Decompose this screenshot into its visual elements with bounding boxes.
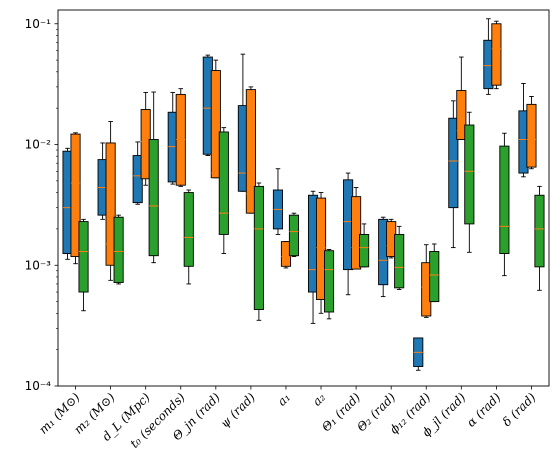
box-body: [351, 196, 362, 270]
box-2-0: [78, 218, 89, 312]
box-body: [78, 221, 89, 293]
x-tick-label: a₂: [310, 390, 328, 408]
box-2-13: [534, 185, 545, 291]
box-2-5: [253, 182, 264, 321]
box-body: [210, 70, 221, 179]
y-tick-label: 10⁻³: [25, 258, 52, 272]
box-1-7: [315, 192, 327, 314]
y-tick-label: 10⁻⁴: [25, 379, 52, 393]
box-2-12: [499, 132, 510, 277]
x-tick-label: a₁: [275, 390, 293, 408]
y-tick-label: 10⁻²: [25, 138, 52, 152]
x-tick-label: δ (rad): [500, 390, 539, 429]
box-1-13: [526, 96, 537, 170]
box-2-1: [113, 214, 124, 285]
box-2-9: [394, 225, 405, 290]
box-body: [253, 185, 264, 310]
box-body: [448, 117, 459, 209]
plot-frame: [57, 9, 550, 387]
box-1-11: [456, 56, 467, 140]
box-2-4: [218, 127, 229, 255]
box-body: [105, 142, 116, 266]
box-1-12: [491, 20, 502, 90]
box-body: [183, 192, 194, 267]
x-tick-label: α (rad): [464, 390, 504, 430]
box-body: [394, 233, 405, 289]
box-body: [148, 139, 159, 257]
box-2-6: [288, 212, 300, 258]
y-tick-label: 10⁻¹: [25, 17, 52, 31]
box-body: [218, 131, 229, 235]
box-2-3: [183, 189, 194, 285]
box-body: [534, 194, 545, 268]
box-0-10: [413, 337, 424, 371]
box-2-2: [148, 91, 159, 264]
box-body: [70, 133, 81, 258]
box-2-11: [464, 111, 475, 253]
box-body: [456, 90, 467, 140]
box-body: [359, 233, 370, 268]
box-body: [464, 124, 475, 225]
box-body: [491, 23, 502, 86]
box-body: [245, 89, 256, 214]
x-axis: m₁ (M⊙)m₂ (M⊙)d_L (Mpc)t₀ (seconds)Θ_jn …: [36, 386, 539, 451]
box-2-7: [323, 249, 335, 320]
box-0-11: [448, 100, 459, 249]
box-body: [315, 197, 327, 300]
y-axis: 10⁻⁴ 10⁻³ 10⁻² 10⁻¹: [25, 17, 58, 393]
box-0-6: [272, 168, 284, 235]
box-body: [499, 145, 510, 255]
box-1-0: [70, 132, 81, 265]
box-body: [288, 214, 300, 257]
box-body: [113, 216, 124, 283]
x-tick-label: ψ (rad): [218, 390, 259, 431]
box-2-10: [429, 243, 440, 303]
box-body: [526, 103, 537, 168]
box-body: [323, 250, 335, 313]
plot-area: [62, 18, 545, 371]
box-1-3: [175, 88, 186, 187]
box-2-8: [359, 223, 370, 268]
box-body: [429, 251, 440, 303]
